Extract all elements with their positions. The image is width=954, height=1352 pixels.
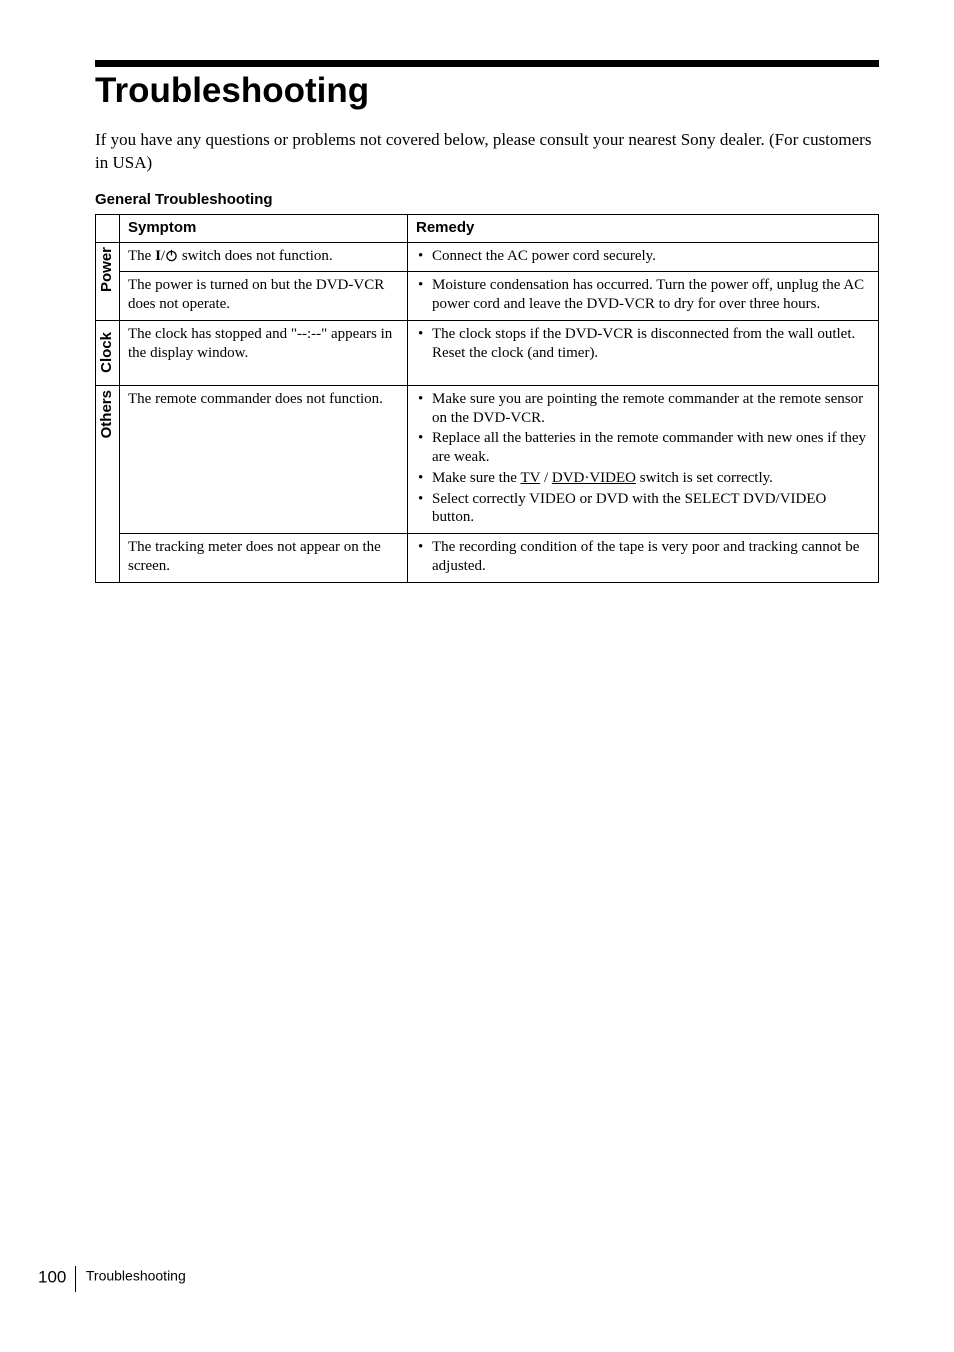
table-row: The power is turned on but the DVD-VCR d… bbox=[96, 272, 879, 321]
remedy-header: Remedy bbox=[408, 214, 879, 242]
section-heading: General Troubleshooting bbox=[95, 191, 879, 208]
power-icon bbox=[165, 249, 178, 262]
symptom-cell: The I/ switch does not function. bbox=[120, 242, 408, 272]
remedy-cell: The clock stops if the DVD-VCR is discon… bbox=[408, 320, 879, 385]
symptom-cell: The clock has stopped and "--:--" appear… bbox=[120, 320, 408, 385]
table-row: Clock The clock has stopped and "--:--" … bbox=[96, 320, 879, 385]
remedy-item: Replace all the batteries in the remote … bbox=[432, 429, 870, 467]
symptom-cell: The tracking meter does not appear on th… bbox=[120, 534, 408, 583]
remedy-item: Select correctly VIDEO or DVD with the S… bbox=[432, 490, 870, 528]
table-header-row: Symptom Remedy bbox=[96, 214, 879, 242]
symptom-header: Symptom bbox=[120, 214, 408, 242]
remedy-cell: The recording condition of the tape is v… bbox=[408, 534, 879, 583]
table-row: Others The remote commander does not fun… bbox=[96, 385, 879, 533]
footer-label: Troubleshooting bbox=[86, 1267, 186, 1283]
group-clock: Clock bbox=[96, 320, 120, 385]
remedy-item: Make sure the TV / DVD·VIDEO switch is s… bbox=[432, 469, 870, 488]
remedy-cell: Make sure you are pointing the remote co… bbox=[408, 385, 879, 533]
remedy-item: Make sure you are pointing the remote co… bbox=[432, 390, 870, 428]
group-others: Others bbox=[96, 385, 120, 582]
table-row: The tracking meter does not appear on th… bbox=[96, 534, 879, 583]
symptom-cell: The power is turned on but the DVD-VCR d… bbox=[120, 272, 408, 321]
page-footer: 100 Troubleshooting bbox=[38, 1266, 186, 1292]
header-bar bbox=[95, 60, 879, 67]
group-power: Power bbox=[96, 242, 120, 320]
intro-text: If you have any questions or problems no… bbox=[95, 129, 879, 175]
page-number: 100 bbox=[38, 1267, 66, 1286]
remedy-item: Connect the AC power cord securely. bbox=[432, 247, 870, 266]
remedy-cell: Connect the AC power cord securely. bbox=[408, 242, 879, 272]
remedy-item: The clock stops if the DVD-VCR is discon… bbox=[432, 325, 870, 363]
remedy-item: The recording condition of the tape is v… bbox=[432, 538, 870, 576]
remedy-item: Moisture condensation has occurred. Turn… bbox=[432, 276, 870, 314]
troubleshooting-table: Symptom Remedy Power The I/ switch does … bbox=[95, 214, 879, 583]
remedy-cell: Moisture condensation has occurred. Turn… bbox=[408, 272, 879, 321]
footer-divider bbox=[75, 1266, 76, 1292]
table-row: Power The I/ switch does not function. C… bbox=[96, 242, 879, 272]
page-title: Troubleshooting bbox=[95, 71, 879, 111]
group-header-blank bbox=[96, 214, 120, 242]
symptom-cell: The remote commander does not function. bbox=[120, 385, 408, 533]
